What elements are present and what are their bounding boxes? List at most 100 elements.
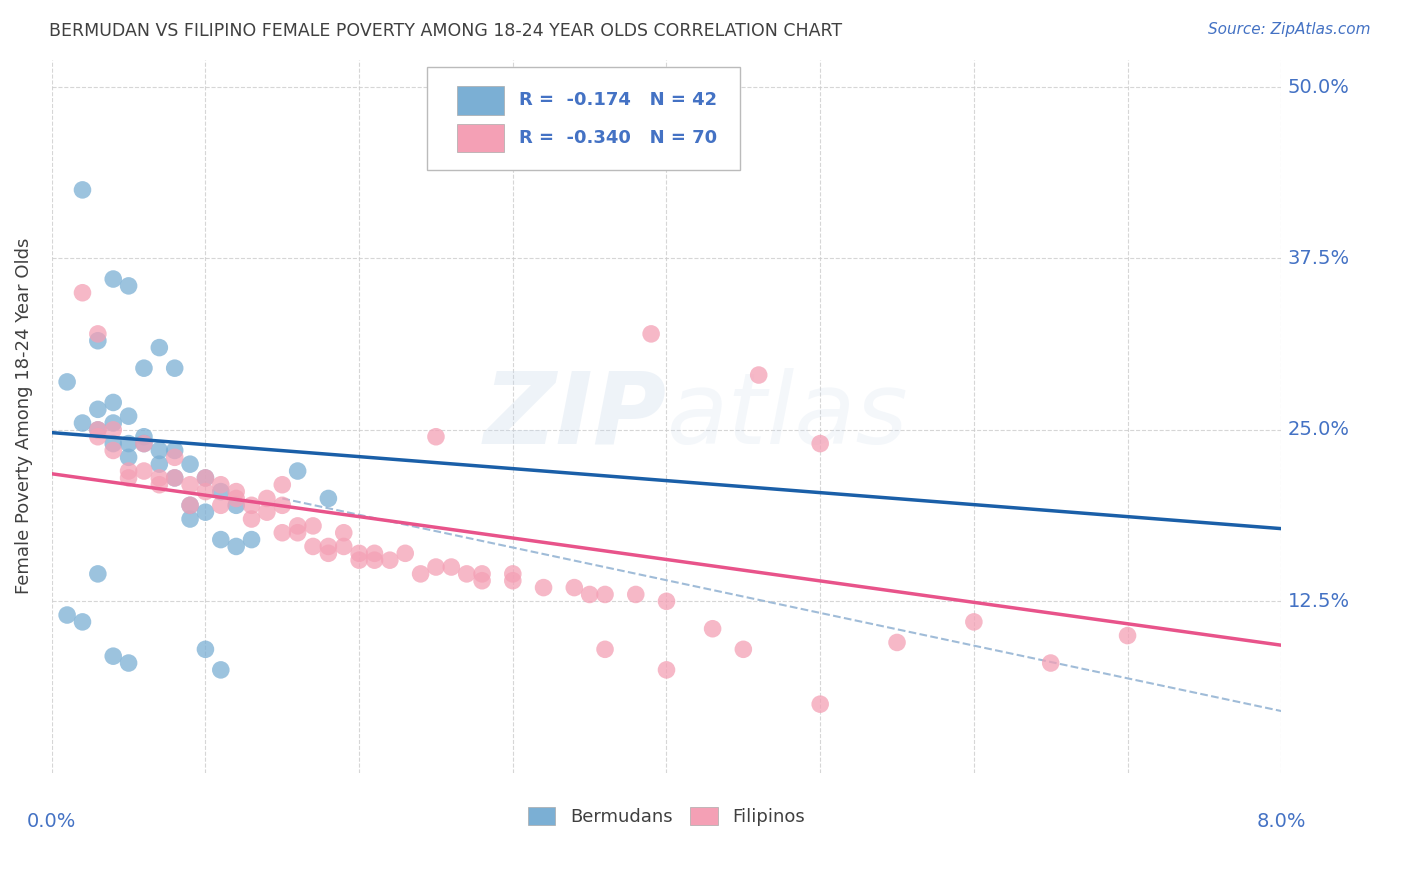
Text: 0.0%: 0.0%: [27, 812, 76, 831]
Point: [748, 368, 770, 382]
Point: [87, 430, 110, 444]
Point: [56, 375, 79, 389]
Point: [225, 491, 247, 506]
Point: [163, 443, 186, 458]
Point: [240, 533, 263, 547]
Point: [117, 436, 139, 450]
Point: [578, 587, 600, 601]
Point: [209, 498, 232, 512]
Point: [72, 285, 94, 300]
Point: [103, 416, 125, 430]
Point: [117, 450, 139, 465]
Point: [132, 436, 155, 450]
Point: [179, 477, 201, 491]
Point: [287, 464, 309, 478]
FancyBboxPatch shape: [457, 124, 505, 153]
Point: [179, 498, 201, 512]
Point: [471, 566, 494, 581]
Text: 8.0%: 8.0%: [1257, 812, 1306, 831]
Point: [318, 546, 340, 560]
Point: [394, 546, 416, 560]
Point: [163, 450, 186, 465]
Point: [179, 457, 201, 471]
Point: [640, 326, 662, 341]
Point: [194, 471, 217, 485]
Point: [318, 491, 340, 506]
Point: [302, 519, 325, 533]
Point: [225, 540, 247, 554]
Point: [271, 498, 294, 512]
Point: [363, 546, 385, 560]
Point: [886, 635, 908, 649]
Point: [117, 656, 139, 670]
Point: [209, 663, 232, 677]
Point: [287, 525, 309, 540]
Point: [533, 581, 555, 595]
Point: [209, 484, 232, 499]
Text: ZIP: ZIP: [484, 368, 666, 465]
Point: [103, 423, 125, 437]
Point: [87, 566, 110, 581]
Point: [72, 615, 94, 629]
Point: [655, 594, 678, 608]
Text: 37.5%: 37.5%: [1288, 249, 1350, 268]
Point: [194, 471, 217, 485]
Point: [347, 546, 370, 560]
Point: [240, 512, 263, 526]
Point: [1116, 629, 1139, 643]
Point: [240, 498, 263, 512]
Text: 25.0%: 25.0%: [1288, 420, 1350, 440]
Point: [87, 423, 110, 437]
Point: [225, 498, 247, 512]
Point: [332, 525, 354, 540]
Point: [624, 587, 647, 601]
Point: [117, 409, 139, 424]
Point: [409, 566, 432, 581]
Text: Source: ZipAtlas.com: Source: ZipAtlas.com: [1208, 22, 1371, 37]
Point: [72, 183, 94, 197]
Text: 50.0%: 50.0%: [1288, 78, 1350, 96]
Point: [562, 581, 585, 595]
Point: [163, 471, 186, 485]
Point: [87, 423, 110, 437]
Point: [103, 272, 125, 286]
Point: [502, 566, 524, 581]
Point: [148, 471, 170, 485]
Point: [593, 587, 616, 601]
Point: [363, 553, 385, 567]
Point: [87, 334, 110, 348]
Point: [194, 642, 217, 657]
FancyBboxPatch shape: [427, 67, 741, 170]
Point: [132, 436, 155, 450]
Y-axis label: Female Poverty Among 18-24 Year Olds: Female Poverty Among 18-24 Year Olds: [15, 238, 32, 594]
Point: [148, 341, 170, 355]
Point: [87, 402, 110, 417]
Point: [87, 326, 110, 341]
Text: atlas: atlas: [666, 368, 908, 465]
Point: [56, 607, 79, 622]
Point: [302, 540, 325, 554]
Point: [117, 471, 139, 485]
Point: [440, 560, 463, 574]
Point: [148, 443, 170, 458]
Point: [163, 471, 186, 485]
Point: [733, 642, 755, 657]
Point: [808, 436, 831, 450]
Point: [209, 533, 232, 547]
Point: [318, 540, 340, 554]
Point: [179, 498, 201, 512]
Point: [502, 574, 524, 588]
Point: [256, 505, 278, 519]
Point: [378, 553, 401, 567]
Point: [117, 464, 139, 478]
Point: [103, 395, 125, 409]
Point: [593, 642, 616, 657]
Text: R =  -0.340   N = 70: R = -0.340 N = 70: [519, 129, 717, 147]
Point: [103, 649, 125, 664]
Point: [103, 443, 125, 458]
Text: 12.5%: 12.5%: [1288, 591, 1350, 611]
Text: R =  -0.174   N = 42: R = -0.174 N = 42: [519, 91, 717, 109]
Text: BERMUDAN VS FILIPINO FEMALE POVERTY AMONG 18-24 YEAR OLDS CORRELATION CHART: BERMUDAN VS FILIPINO FEMALE POVERTY AMON…: [49, 22, 842, 40]
Point: [456, 566, 478, 581]
Point: [117, 279, 139, 293]
